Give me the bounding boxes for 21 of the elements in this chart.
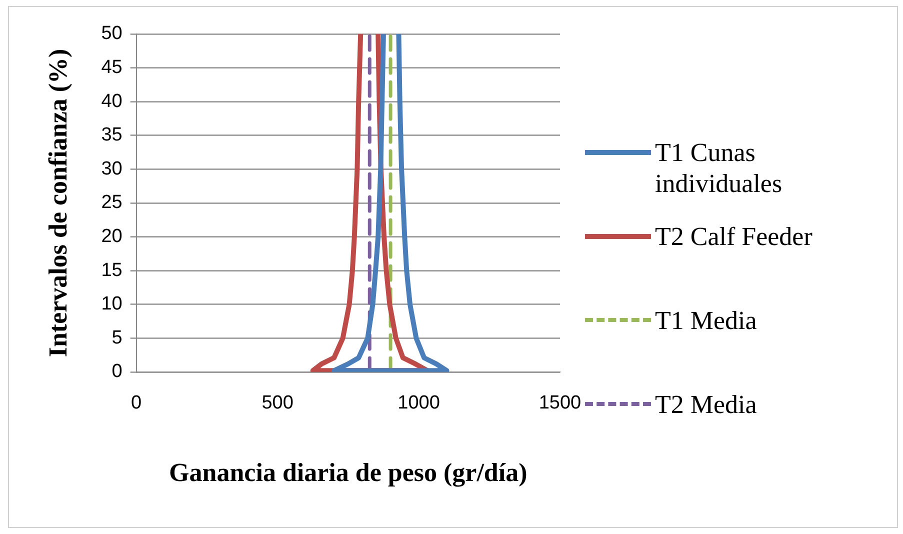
legend-label: T2 Calf Feeder <box>655 221 812 252</box>
y-tick-label: 0 <box>112 361 122 382</box>
legend-label: T1 Media <box>655 305 757 336</box>
x-tick-label: 0 <box>131 392 142 414</box>
x-tick-label: 1500 <box>538 392 582 414</box>
x-tick-label: 500 <box>262 392 294 414</box>
x-axis-title: Ganancia diaria de peso (gr/día) <box>169 458 528 488</box>
x-tick-label: 1000 <box>398 392 440 414</box>
y-axis-title: Intervalos de confianza (%) <box>43 48 72 358</box>
y-tick-label: 5 <box>112 327 122 348</box>
legend-label: T1 Cunas individuales <box>655 137 784 199</box>
y-tick-label: 25 <box>101 192 122 214</box>
y-tick-label: 30 <box>101 158 122 180</box>
y-tick-label: 20 <box>101 226 122 248</box>
legend-label: T2 Media <box>655 389 757 420</box>
y-tick-label: 15 <box>101 260 122 281</box>
y-tick-label: 40 <box>101 90 122 112</box>
y-tick-label: 45 <box>101 57 122 78</box>
y-tick-label: 35 <box>101 124 122 146</box>
y-tick-label: 10 <box>101 294 122 315</box>
y-tick-label: 50 <box>101 23 122 44</box>
